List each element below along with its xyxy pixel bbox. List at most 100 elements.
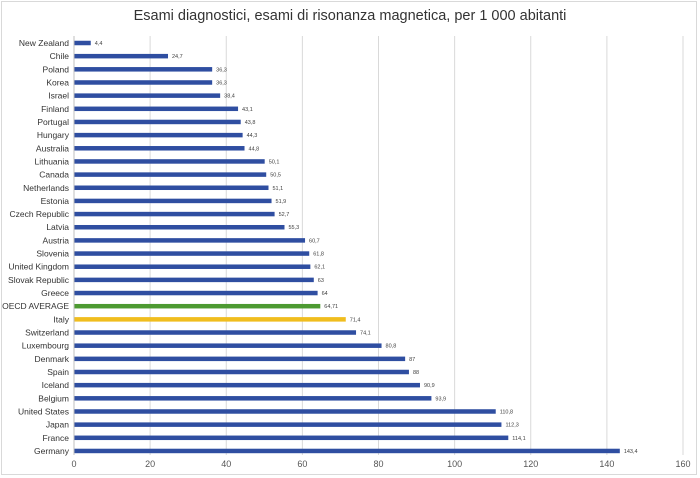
value-label: 114,1	[512, 436, 525, 442]
category-label: Austria	[43, 235, 70, 245]
value-label: 52,7	[279, 212, 290, 218]
x-tick-label: 80	[373, 459, 383, 469]
bar	[74, 224, 285, 230]
category-label: Finland	[41, 104, 69, 114]
x-tick-label: 20	[145, 459, 155, 469]
category-label: Italy	[53, 314, 69, 324]
category-label: United Kingdom	[9, 262, 69, 272]
value-label: 63	[318, 278, 324, 284]
x-tick-label: 100	[447, 459, 462, 469]
category-label: Hungary	[37, 130, 70, 140]
category-label: Canada	[39, 170, 69, 180]
category-label: Japan	[46, 420, 69, 430]
category-label: France	[43, 433, 70, 443]
bar	[74, 369, 409, 375]
category-label: Slovenia	[36, 249, 69, 259]
category-label: Latvia	[46, 222, 69, 232]
bar	[74, 264, 311, 269]
bar	[74, 277, 314, 283]
category-label: Greece	[41, 288, 69, 298]
bar	[74, 290, 318, 296]
x-tick-label: 0	[71, 459, 76, 469]
category-label: Israel	[48, 91, 69, 101]
category-label: Switzerland	[25, 328, 69, 338]
value-label: 143,4	[624, 449, 638, 455]
category-label: Czech Republic	[9, 209, 69, 219]
value-label: 38,4	[224, 94, 235, 100]
value-label: 64,71	[324, 304, 338, 310]
category-label: Lithuania	[34, 156, 69, 166]
bar	[74, 172, 267, 177]
bar	[74, 93, 221, 98]
category-label: Belgium	[38, 393, 69, 403]
category-label: Slovak Republic	[8, 275, 70, 285]
bar	[74, 422, 502, 427]
bar	[74, 185, 269, 191]
category-label: Poland	[43, 64, 70, 74]
bar	[74, 211, 275, 217]
value-label: 51,1	[273, 186, 284, 192]
value-label: 36,3	[216, 67, 227, 73]
value-label: 50,1	[269, 159, 280, 165]
bar	[74, 80, 213, 85]
bar	[74, 382, 420, 388]
category-label: Korea	[46, 77, 69, 87]
x-tick-label: 140	[599, 459, 614, 469]
category-label: Chile	[50, 51, 70, 61]
bar	[74, 159, 265, 164]
category-label: Iceland	[42, 380, 70, 390]
value-label: 64	[322, 291, 328, 297]
value-label: 71,4	[350, 317, 361, 323]
value-label: 55,3	[288, 225, 299, 231]
bar	[74, 303, 321, 309]
value-label: 74,1	[360, 331, 371, 337]
bar	[74, 106, 239, 112]
x-tick-label: 40	[221, 459, 231, 469]
bar	[74, 343, 382, 348]
category-label: Netherlands	[23, 183, 69, 193]
chart-title: Esami diagnostici, esami di risonanza ma…	[133, 8, 567, 24]
bar	[74, 53, 169, 59]
value-label: 44,3	[247, 133, 258, 139]
bar	[74, 119, 241, 125]
value-label: 43,1	[242, 107, 253, 113]
value-label: 110,8	[500, 409, 513, 415]
value-label: 90,9	[424, 383, 435, 389]
value-label: 51,9	[276, 199, 287, 205]
category-label: New Zealand	[19, 38, 69, 48]
bar	[74, 409, 496, 414]
bar	[74, 251, 310, 256]
bar	[74, 396, 432, 401]
value-label: 62,1	[314, 265, 325, 271]
value-label: 4,4	[95, 41, 103, 47]
value-label: 112,3	[505, 423, 518, 429]
bar	[74, 356, 406, 362]
category-label: Australia	[36, 143, 69, 153]
bar	[74, 67, 213, 72]
value-label: 24,7	[172, 54, 183, 60]
x-tick-label: 160	[675, 459, 690, 469]
bar	[74, 132, 243, 138]
bar	[74, 40, 91, 46]
bar	[74, 435, 509, 441]
category-label: United States	[18, 406, 69, 416]
category-label: Denmark	[35, 354, 70, 364]
bar	[74, 317, 346, 322]
category-label: Spain	[47, 367, 69, 377]
value-label: 61,8	[313, 252, 324, 258]
category-label: Estonia	[41, 196, 70, 206]
x-tick-label: 120	[523, 459, 538, 469]
bar	[74, 448, 620, 454]
bar	[74, 198, 272, 204]
category-label: OECD AVERAGE	[2, 301, 69, 311]
value-label: 36,3	[216, 80, 227, 86]
category-label: Portugal	[37, 117, 69, 127]
value-label: 44,8	[249, 146, 260, 152]
value-label: 43,8	[245, 120, 256, 126]
value-label: 80,8	[386, 344, 397, 350]
value-label: 87	[409, 357, 415, 363]
category-label: Germany	[34, 446, 70, 456]
value-label: 60,7	[309, 238, 320, 244]
